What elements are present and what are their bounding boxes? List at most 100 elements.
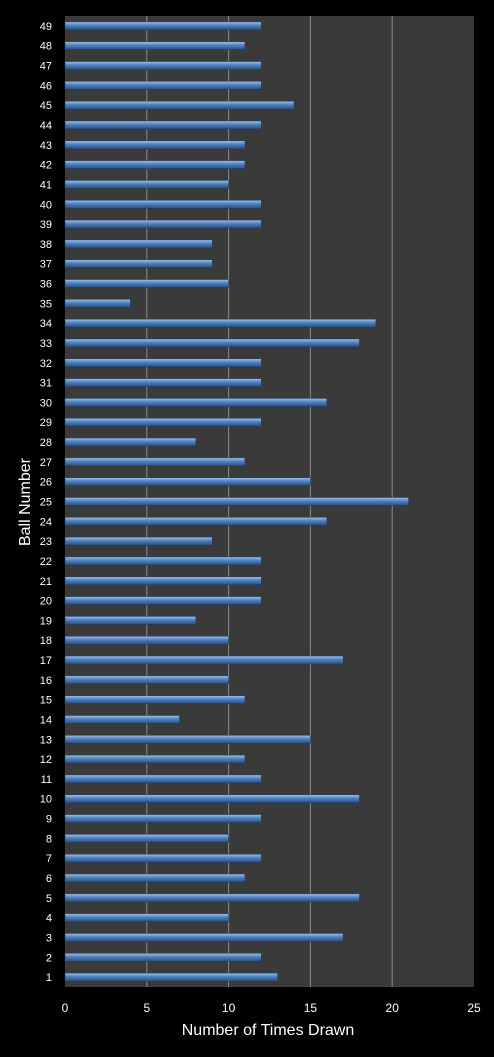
y-tick-label: 9 <box>46 814 52 826</box>
bar-ball-31 <box>64 378 262 387</box>
bar-ball-13 <box>64 735 311 744</box>
bar-ball-37 <box>64 259 213 268</box>
y-tick-label: 22 <box>40 556 52 568</box>
y-tick-label: 36 <box>40 279 52 291</box>
y-tick-label: 34 <box>40 318 52 330</box>
bar-ball-49 <box>64 21 262 31</box>
x-tick-label: 20 <box>386 1001 400 1015</box>
y-tick-label: 40 <box>40 199 52 211</box>
bar-ball-20 <box>64 596 262 605</box>
y-tick-label: 45 <box>40 100 52 112</box>
bar-ball-43 <box>64 140 246 150</box>
y-tick-label: 5 <box>46 893 52 905</box>
y-tick-label: 12 <box>40 754 52 766</box>
bar-ball-7 <box>64 853 262 863</box>
bar-ball-11 <box>64 774 262 784</box>
bar-ball-18 <box>64 635 229 645</box>
bar-ball-21 <box>64 576 262 586</box>
y-tick-label: 6 <box>46 873 52 885</box>
y-tick-label: 10 <box>40 794 52 806</box>
y-tick-label: 11 <box>41 774 52 786</box>
y-tick-label: 13 <box>40 734 52 746</box>
bar-ball-6 <box>64 873 246 883</box>
bar-ball-9 <box>64 814 262 823</box>
y-tick-label: 24 <box>40 516 52 528</box>
bar-ball-41 <box>64 180 229 189</box>
x-tick-label: 10 <box>222 1001 236 1015</box>
x-tick-label: 0 <box>62 1001 69 1015</box>
y-tick-label: 32 <box>40 358 52 370</box>
y-tick-label: 27 <box>40 457 52 469</box>
bar-ball-10 <box>64 794 360 803</box>
y-tick-label: 44 <box>40 120 52 132</box>
bar-ball-42 <box>64 160 246 169</box>
x-tick-label: 15 <box>304 1001 318 1015</box>
y-tick-label: 41 <box>40 179 52 191</box>
bar-ball-39 <box>64 219 262 229</box>
y-tick-label: 16 <box>40 675 52 687</box>
bar-ball-22 <box>64 556 262 566</box>
bar-ball-4 <box>64 913 229 922</box>
y-tick-label: 2 <box>46 952 52 964</box>
bar-ball-5 <box>64 893 360 903</box>
bar-ball-15 <box>64 695 246 704</box>
y-tick-label: 48 <box>40 41 52 53</box>
y-tick-label: 47 <box>40 61 52 73</box>
y-tick-label: 20 <box>40 596 52 608</box>
y-tick-label: 31 <box>40 378 52 390</box>
bar-ball-46 <box>64 81 262 90</box>
bar-ball-48 <box>64 41 246 50</box>
y-tick-label: 25 <box>40 497 52 509</box>
y-tick-label: 21 <box>40 576 52 588</box>
bar-ball-16 <box>64 675 229 685</box>
y-tick-label: 14 <box>40 714 52 726</box>
y-tick-label: 8 <box>46 833 52 845</box>
y-axis-title: Ball Number <box>17 457 34 546</box>
bar-ball-36 <box>64 279 229 288</box>
bar-ball-34 <box>64 318 377 328</box>
x-tick-labels: 0 5 10 15 20 25 <box>62 1001 481 1015</box>
bar-ball-8 <box>64 834 229 843</box>
y-tick-label: 46 <box>40 80 52 92</box>
bar-ball-29 <box>64 417 262 427</box>
y-tick-label: 23 <box>40 536 52 548</box>
y-tick-label: 17 <box>40 655 52 667</box>
bar-ball-44 <box>64 120 262 130</box>
y-tick-label: 18 <box>40 635 52 647</box>
y-tick-label: 42 <box>40 160 52 172</box>
bar-ball-28 <box>64 437 197 447</box>
bar-ball-32 <box>64 358 262 368</box>
bar-ball-27 <box>64 457 246 467</box>
bar-ball-24 <box>64 517 328 526</box>
y-tick-labels: 1234567891011121314151617181920212223242… <box>40 21 52 984</box>
y-tick-label: 19 <box>40 615 52 627</box>
bar-ball-23 <box>64 536 213 546</box>
bar-ball-2 <box>64 953 262 962</box>
y-tick-label: 29 <box>40 417 52 429</box>
y-tick-label: 4 <box>46 913 52 925</box>
x-axis-title: Number of Times Drawn <box>182 1022 355 1039</box>
y-tick-label: 37 <box>40 259 52 271</box>
y-tick-label: 30 <box>40 397 52 409</box>
bar-ball-30 <box>64 398 328 407</box>
y-tick-label: 26 <box>40 477 52 489</box>
y-tick-label: 15 <box>40 695 52 707</box>
bar-ball-26 <box>64 477 311 486</box>
y-tick-label: 33 <box>40 338 52 350</box>
bar-ball-25 <box>64 497 409 506</box>
y-tick-label: 35 <box>40 298 52 310</box>
x-tick-label: 25 <box>467 1001 481 1015</box>
bar-ball-1 <box>64 972 278 982</box>
bar-ball-14 <box>64 715 180 724</box>
bar-ball-17 <box>64 655 344 665</box>
bar-ball-45 <box>64 100 295 110</box>
y-tick-label: 1 <box>46 972 52 984</box>
y-tick-label: 49 <box>40 21 52 33</box>
bar-ball-35 <box>64 299 131 308</box>
y-tick-label: 38 <box>40 239 52 251</box>
bar-ball-47 <box>64 61 262 70</box>
bar-ball-19 <box>64 616 197 625</box>
bars <box>64 21 409 982</box>
